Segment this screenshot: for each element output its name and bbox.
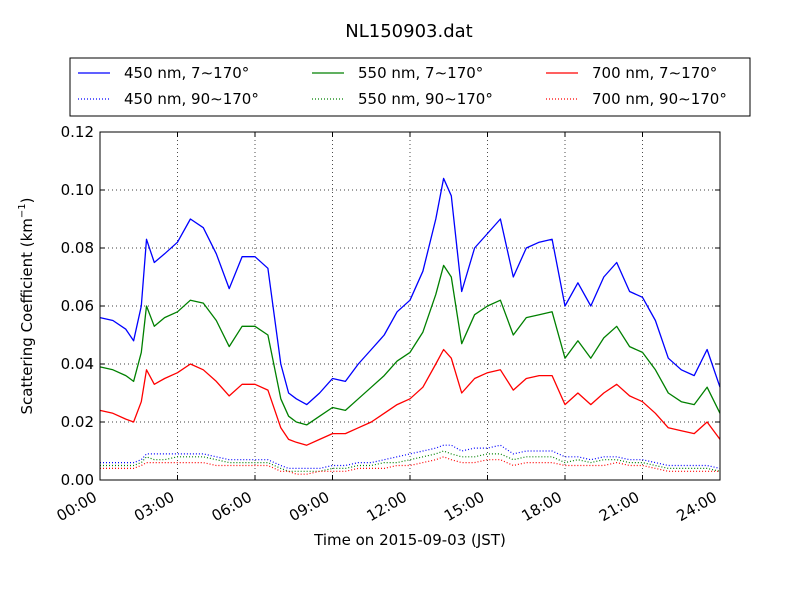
legend-label-2: 700 nm, 7∼170°: [592, 64, 717, 82]
y-tick-label: 0.06: [61, 297, 94, 315]
x-tick-label: 03:00: [131, 488, 177, 525]
x-tick-label: 21:00: [596, 488, 642, 525]
y-tick-label: 0.10: [61, 181, 94, 199]
chart-title: NL150903.dat: [345, 21, 472, 42]
y-axis-label-sup: −1: [17, 203, 28, 218]
series-line-5: [100, 456, 720, 475]
y-axis-label-close: ): [18, 197, 36, 203]
legend-label-3: 450 nm, 90∼170°: [124, 90, 259, 108]
legend-frame: [69, 57, 751, 117]
legend-label-0: 450 nm, 7∼170°: [124, 64, 249, 82]
x-tick-label: 18:00: [519, 488, 565, 525]
y-tick-label: 0.02: [61, 413, 94, 431]
grid: [100, 132, 720, 480]
x-tick-label: 24:00: [674, 488, 720, 525]
x-tick-label: 00:00: [54, 488, 100, 525]
x-axis-label: Time on 2015-09-03 (JST): [313, 531, 506, 549]
x-tick-label: 15:00: [441, 488, 487, 525]
x-tick-label: 09:00: [286, 488, 332, 525]
legend: 450 nm, 7∼170° 550 nm, 7∼170° 700 nm, 7∼17…: [69, 57, 751, 117]
legend-label-4: 550 nm, 90∼170°: [358, 90, 493, 108]
series-line-2: [99, 348, 721, 446]
y-tick-label: 0.12: [61, 123, 94, 141]
series-layer: [99, 177, 721, 475]
y-tick-label: 0.08: [61, 239, 94, 257]
series-line-3: [100, 444, 721, 469]
y-tick-label: 0.04: [61, 355, 94, 373]
x-tick-label: 12:00: [364, 488, 410, 525]
series-line-0: [99, 177, 721, 406]
series-line-4: [100, 450, 721, 472]
x-tick-label: 06:00: [209, 488, 255, 525]
y-axis-label-main: Scattering Coefficient (km: [18, 218, 36, 414]
series-line-1: [99, 264, 721, 426]
y-tick-label: 0.00: [61, 471, 94, 489]
legend-label-1: 550 nm, 7∼170°: [358, 64, 483, 82]
legend-label-5: 700 nm, 90∼170°: [592, 90, 727, 108]
y-axis-label: Scattering Coefficient (km−1): [17, 197, 36, 414]
